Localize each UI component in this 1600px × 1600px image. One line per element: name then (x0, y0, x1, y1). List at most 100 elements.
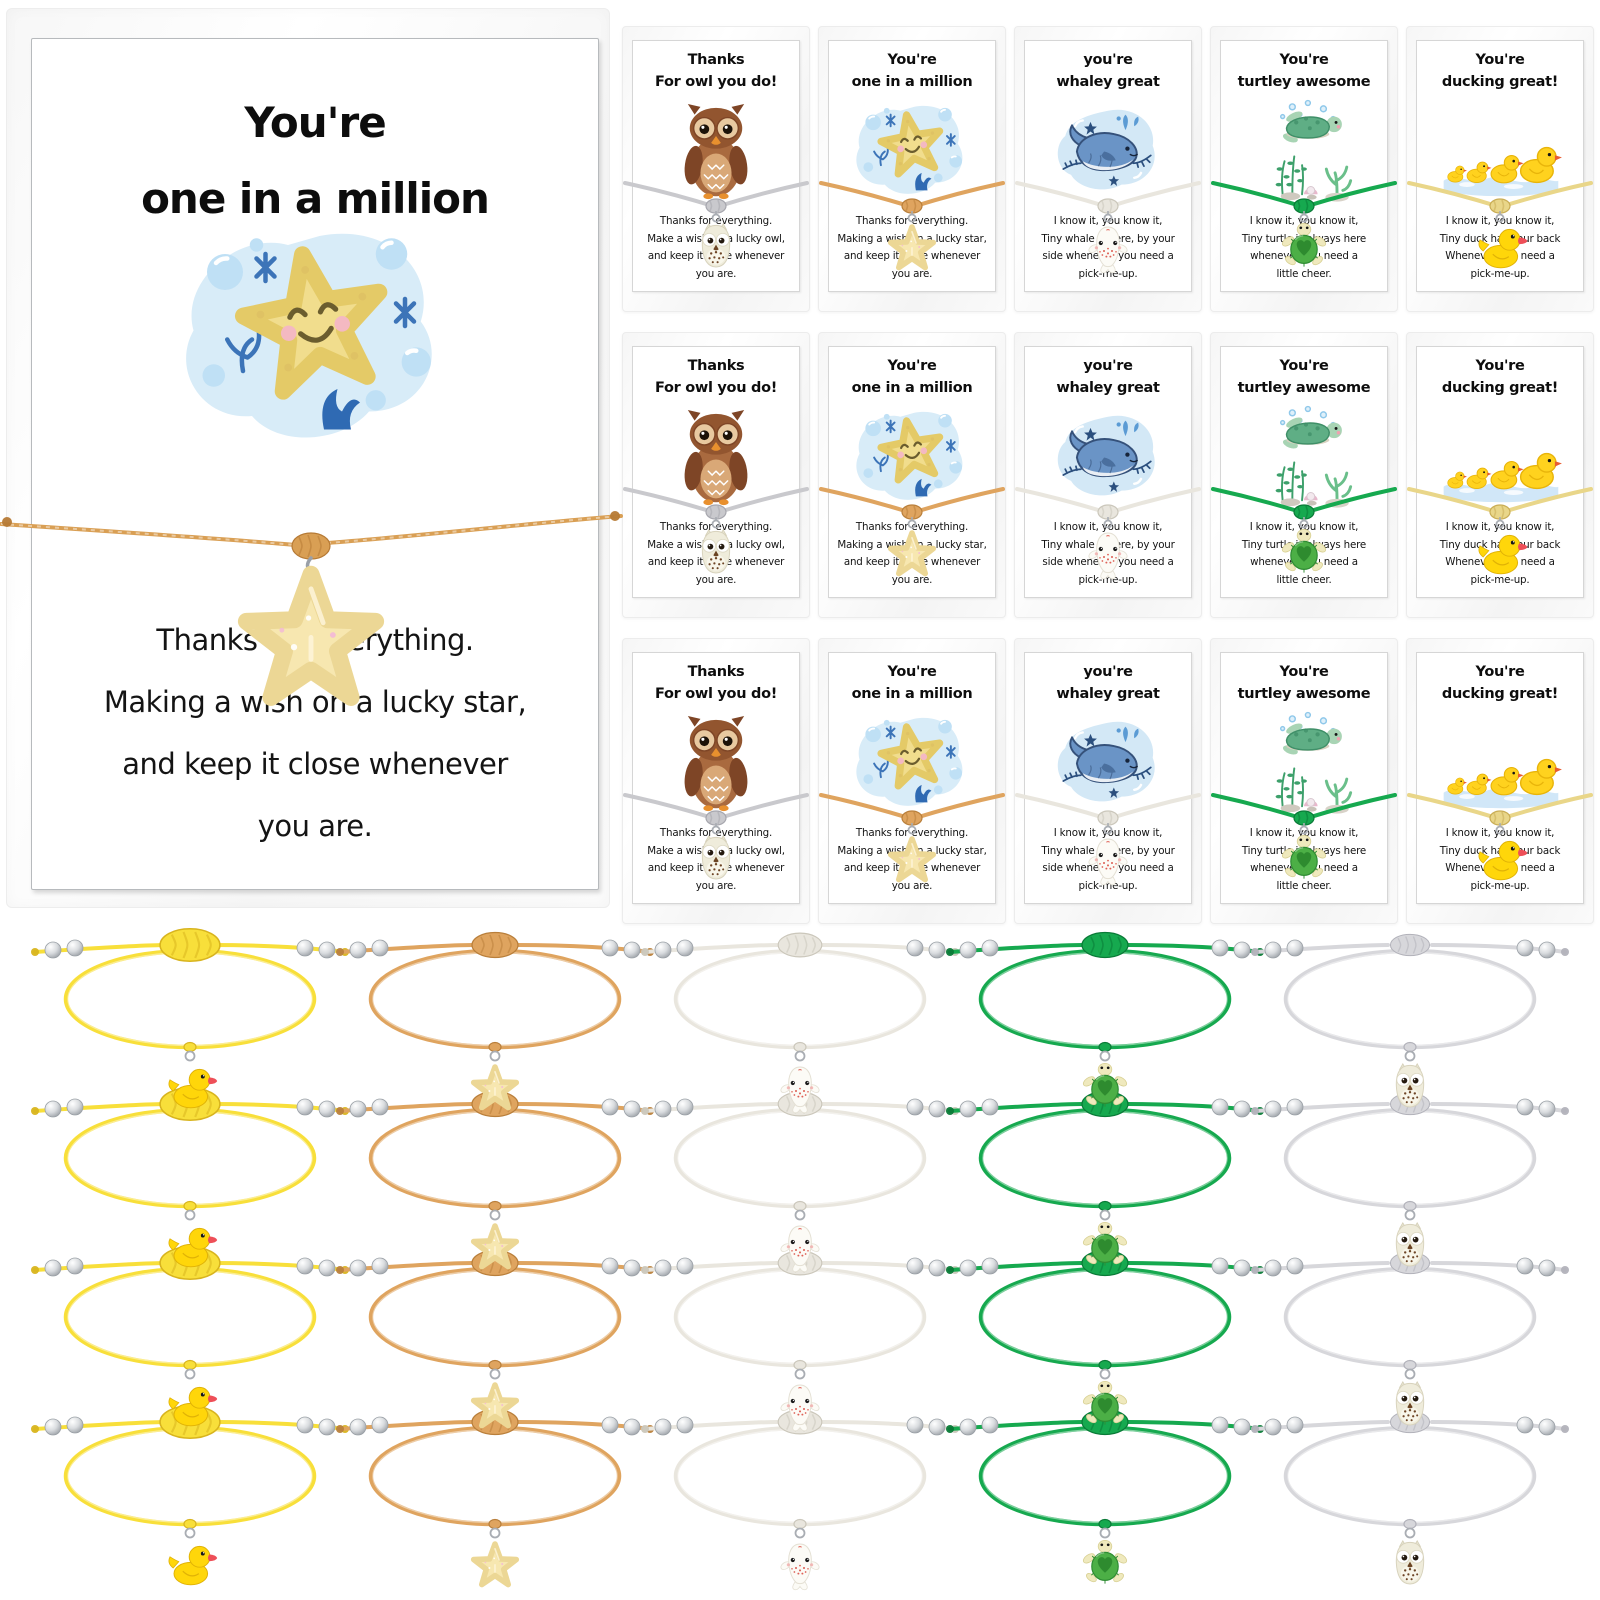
silver-beads-icon (44, 1098, 336, 1118)
silver-beads-icon (44, 1416, 336, 1436)
mini-card-title-line1: You're (1475, 52, 1525, 68)
mini-bracelet-cord (1211, 181, 1397, 268)
starfish-charm-icon (891, 839, 934, 880)
mini-card-title-line1: You're (1279, 52, 1329, 68)
message-line: you are. (891, 573, 933, 586)
wish-bracelet-whale (635, 917, 965, 1117)
starfish-charm-icon (474, 1385, 517, 1426)
mini-card-sleeve-turtle: You're turtley awesome I know it, you kn… (1210, 638, 1398, 924)
message-line: you are. (257, 809, 373, 843)
mini-card-title-line1: you're (1083, 358, 1133, 374)
mini-card-title-line2: turtley awesome (1237, 74, 1371, 90)
message-line: you are. (695, 267, 737, 280)
message-line: little cheer. (1276, 879, 1332, 892)
message-line: little cheer. (1276, 573, 1332, 586)
main-title-line2: one in a million (141, 174, 490, 223)
silver-beads-icon (959, 1098, 1251, 1118)
message-line: and keep it close whenever (122, 747, 508, 781)
duck-charm-icon (1478, 840, 1528, 881)
mini-bracelet-cord (819, 793, 1005, 925)
mini-card-sleeve-whale: you're whaley great I know it, you know … (1014, 332, 1202, 618)
owl-charm-icon (701, 835, 731, 880)
message-line: little cheer. (1276, 267, 1332, 280)
turtle-charm-icon (1081, 1062, 1129, 1108)
mini-card-title-line2: For owl you do! (654, 380, 778, 396)
mini-card-title-line1: you're (1083, 664, 1133, 680)
main-card: You're one in a million Thanks for every… (31, 38, 599, 890)
mini-card-title-line1: Thanks (687, 664, 745, 680)
silver-beads-icon (1264, 1416, 1556, 1436)
starfish-charm-icon (474, 1067, 517, 1108)
mini-bracelet-cord (1211, 487, 1397, 574)
silver-beads-icon (959, 939, 1251, 959)
mini-card-title-line2: turtley awesome (1237, 686, 1371, 702)
message-line: you are. (695, 879, 737, 892)
mini-card-title-line1: You're (1279, 358, 1329, 374)
mini-card-title-line1: You're (887, 358, 937, 374)
turtle-charm-icon (1081, 1221, 1129, 1267)
mini-bracelet-cord (1015, 181, 1201, 274)
mini-card: Thanks For owl you do! Thanks for everyt… (632, 652, 800, 904)
silver-beads-icon (959, 1416, 1251, 1436)
message-line: you are. (695, 573, 737, 586)
silver-beads-icon (349, 939, 641, 959)
mini-bracelet-cord (1407, 181, 1593, 269)
mini-card-sleeve-duck: You're ducking great! I know it, you kno… (1406, 26, 1594, 312)
mini-card-title-line2: ducking great! (1441, 380, 1559, 396)
owl-charm-icon (701, 223, 731, 268)
silver-beads-icon (349, 1098, 641, 1118)
mini-card: You're one in a million Thanks for every… (828, 346, 996, 598)
whale-charm-icon (779, 1225, 821, 1273)
main-card-title: You're one in a million (32, 39, 598, 237)
message-line: pick-me-up. (1078, 267, 1138, 280)
mini-card: You're turtley awesome I know it, you kn… (1220, 40, 1388, 292)
silver-beads-icon (1264, 939, 1556, 959)
silver-beads-icon (654, 939, 946, 959)
whale-charm-icon (1087, 226, 1129, 274)
silver-beads-icon (654, 1098, 946, 1118)
silver-beads-icon (1264, 1098, 1556, 1118)
mini-card-title-line2: one in a million (851, 380, 973, 396)
message-line: pick-me-up. (1078, 879, 1138, 892)
mini-card-sleeve-owl: Thanks For owl you do! Thanks for everyt… (622, 638, 810, 924)
turtle-charm-icon (1081, 1539, 1129, 1585)
wish-bracelet-turtle (940, 1235, 1270, 1435)
mini-card-title-line2: one in a million (851, 74, 973, 90)
wish-bracelet-starfish (330, 917, 660, 1117)
message-line: you are. (891, 879, 933, 892)
owl-charm-icon (701, 529, 731, 574)
mini-card-title-line2: For owl you do! (654, 686, 778, 702)
starfish-charm-icon (474, 1226, 517, 1267)
main-title-line1: You're (244, 98, 386, 147)
duck-charm-icon (1478, 534, 1528, 575)
mini-bracelet-cord (1407, 487, 1593, 575)
mini-card-title-line2: whaley great (1056, 686, 1160, 702)
silver-beads-icon (349, 1257, 641, 1277)
duck-charm-icon (168, 1227, 218, 1268)
message-line: you are. (891, 267, 933, 280)
mini-card-title-line2: ducking great! (1441, 686, 1559, 702)
duck-charm-icon (1478, 228, 1528, 269)
message-line: pick-me-up. (1470, 573, 1530, 586)
owl-charm-icon (1395, 1222, 1425, 1267)
owl-charm-icon (1395, 1063, 1425, 1108)
mini-card-title-line1: You're (887, 664, 937, 680)
mini-bracelet-cord (623, 793, 809, 880)
starfish-charm-icon (474, 1544, 517, 1585)
mini-card-title-line2: turtley awesome (1237, 380, 1371, 396)
owl-charm-icon (1395, 1540, 1425, 1585)
mini-bracelet-cord (1407, 793, 1593, 881)
whale-charm-icon (1087, 838, 1129, 886)
whale-charm-icon (779, 1066, 821, 1114)
starfish-illustration (158, 209, 473, 479)
mini-card-title-line1: You're (1475, 664, 1525, 680)
mini-bracelet-cord (1015, 487, 1201, 580)
silver-beads-icon (44, 1257, 336, 1277)
duck-charm-icon (168, 1068, 218, 1109)
mini-card-title-line2: whaley great (1056, 380, 1160, 396)
wish-bracelet-turtle (940, 917, 1270, 1117)
starfish-charm-icon (246, 574, 375, 697)
mini-card-sleeve-starfish: You're one in a million Thanks for every… (818, 638, 1006, 924)
mini-card-sleeve-starfish: You're one in a million Thanks for every… (818, 26, 1006, 312)
mini-card-title-line1: Thanks (687, 358, 745, 374)
